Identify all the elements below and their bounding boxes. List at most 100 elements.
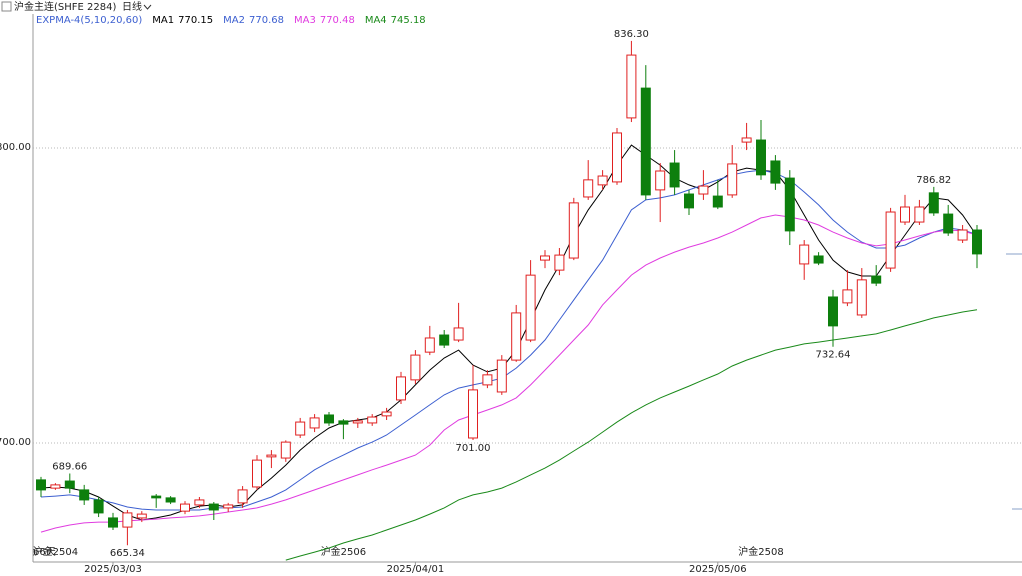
candle-body [194,499,205,506]
period-selector[interactable]: 日线 [122,0,142,13]
candle-body [612,132,622,183]
legend-name: MA3 [294,15,316,26]
candle-body [280,441,291,459]
candle-body [770,160,781,184]
candle-body [439,334,450,346]
candle-body [568,202,579,259]
candle-body [828,296,838,327]
dropdown-chevron[interactable] [143,4,152,10]
candle-body [914,206,925,223]
low-label: 732.64 [816,350,851,361]
chart-title: 沪金主连(SHFE 2284) [14,0,116,13]
x-tick-label: 2025/05/06 [689,564,747,575]
high-label: 786.82 [916,175,951,186]
y-tick-label: 800.00 [0,142,31,153]
candle-body [496,359,507,393]
candle-body [122,512,133,528]
candle-body [151,495,162,499]
contract-label: 沪金2508 [738,545,783,558]
legend-name: MA1 [152,15,174,26]
y-tick-label: 700.00 [0,437,31,448]
candle-body [756,139,766,176]
legend-name: MA4 [365,15,387,26]
low-label: 665.34 [110,548,145,559]
candle-body [727,163,738,196]
candle-body [338,420,349,425]
legend-value: 770.48 [320,15,355,26]
contract-label: 沪金2504 [33,545,78,558]
ma-line [40,144,978,521]
candle-body [799,244,810,265]
candle-body [957,229,968,241]
candle-body [900,206,910,223]
candle-body [352,420,363,424]
candle-body [655,170,666,191]
candle-body [468,389,478,439]
candle-body [237,489,248,504]
candle-body [554,254,565,271]
candle-body [597,175,608,186]
candle-body [943,213,954,234]
candle-body [453,327,464,341]
candle-body [79,489,90,501]
x-tick-label: 2025/04/01 [387,564,445,575]
high-label: 689.66 [52,462,87,473]
candle-body [856,279,867,316]
candle-body [813,255,824,264]
candle-body [712,195,723,208]
x-tick-label: 2025/03/03 [84,564,142,575]
candle-body [511,312,522,361]
ma-line [285,309,978,561]
candle-body [928,192,939,214]
candle-body [309,417,320,429]
candle-body [180,503,190,512]
candle-body [165,497,176,503]
candle-body [871,275,882,284]
candle-body [784,177,795,232]
contract-label: 沪金2506 [321,545,366,558]
candle-body [741,137,752,143]
candle-body [396,376,406,401]
candle-body [640,87,651,196]
candle-body [108,517,118,528]
candle-body [50,484,61,489]
candle-body [93,499,104,514]
candle-body [136,513,147,519]
candle-body [626,54,637,119]
candle-body [842,289,853,304]
candle-body [295,421,306,436]
candle-body [367,416,378,424]
candle-body [698,185,709,195]
candle-body [266,454,277,458]
legend-value: 770.68 [249,15,284,26]
candle-body [540,255,550,261]
candle-body [64,480,75,489]
candle-body [223,504,234,509]
legend: EXPMA-4(5,10,20,60) MA1 770.15 MA2 770.68 MA3… [36,15,426,26]
candle-body [972,229,982,255]
candle-body [410,354,421,381]
candle-body [525,274,536,341]
ma-line [40,214,978,533]
candle-body [36,479,46,491]
legend-value: 770.15 [178,15,213,26]
legend-indicator: EXPMA-4(5,10,20,60) [36,15,142,26]
menu-icon[interactable] [1,1,12,12]
candle-body [583,179,594,198]
candle-body [885,211,896,269]
span-label: 66天 [33,547,56,558]
candle-body [669,162,680,188]
candle-body [324,414,334,424]
candle-body [252,459,262,488]
legend-value: 745.18 [391,15,426,26]
low-label: 701.00 [456,443,491,454]
candle-body [208,503,219,511]
candle-body [684,193,694,209]
candle-body [482,374,493,386]
legend-name: MA2 [223,15,245,26]
ma-line [40,169,978,511]
candle-body [424,337,435,353]
high-label: 836.30 [614,29,649,40]
candle-body [381,411,392,417]
